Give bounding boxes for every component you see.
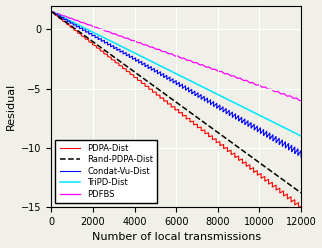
Line: Condat-Vu-Dist: Condat-Vu-Dist [51, 12, 301, 157]
PDFBS [299, 99, 303, 102]
Rand-PDPA-Dist [49, 10, 53, 13]
Condat-Vu-Dist [295, 148, 299, 151]
PDFBS [51, 10, 54, 13]
Rand-PDPA-Dist [281, 179, 285, 182]
Condat-Vu-Dist [49, 11, 53, 14]
Legend: PDPA-Dist, Rand-PDPA-Dist, Condat-Vu-Dist, TriPD-Dist, PDFBS: PDPA-Dist, Rand-PDPA-Dist, Condat-Vu-Dis… [55, 140, 157, 203]
PDPA-Dist [281, 190, 285, 193]
TriPD-Dist [299, 134, 303, 137]
Condat-Vu-Dist [51, 11, 54, 14]
PDFBS [54, 12, 58, 15]
PDPA-Dist [54, 14, 58, 17]
PDPA-Dist [295, 202, 299, 205]
PDPA-Dist [192, 120, 195, 123]
PDFBS [192, 61, 195, 64]
Condat-Vu-Dist [299, 156, 303, 159]
TriPD-Dist [54, 12, 58, 15]
TriPD-Dist [49, 10, 53, 13]
Condat-Vu-Dist [281, 143, 285, 146]
Rand-PDPA-Dist [295, 189, 299, 192]
PDPA-Dist [51, 11, 54, 14]
TriPD-Dist [51, 10, 54, 13]
Rand-PDPA-Dist [54, 13, 58, 16]
TriPD-Dist [281, 126, 285, 129]
PDFBS [295, 97, 299, 100]
TriPD-Dist [192, 81, 195, 84]
Condat-Vu-Dist [97, 38, 101, 41]
Y-axis label: Residual: Residual [5, 83, 15, 130]
Line: PDPA-Dist: PDPA-Dist [51, 12, 301, 208]
PDFBS [49, 10, 53, 13]
PDPA-Dist [97, 47, 101, 50]
PDFBS [281, 92, 285, 95]
Line: TriPD-Dist: TriPD-Dist [51, 11, 301, 136]
TriPD-Dist [97, 34, 101, 37]
PDPA-Dist [299, 205, 303, 208]
Condat-Vu-Dist [192, 91, 195, 94]
X-axis label: Number of local transmissions: Number of local transmissions [92, 232, 261, 243]
Rand-PDPA-Dist [51, 11, 54, 14]
PDFBS [298, 99, 302, 102]
Condat-Vu-Dist [54, 13, 58, 16]
PDPA-Dist [49, 11, 53, 14]
PDPA-Dist [297, 206, 300, 209]
PDFBS [97, 27, 101, 30]
Line: PDFBS: PDFBS [51, 11, 301, 101]
TriPD-Dist [295, 133, 299, 136]
Rand-PDPA-Dist [299, 191, 303, 194]
Rand-PDPA-Dist [192, 113, 195, 116]
Rand-PDPA-Dist [97, 45, 101, 48]
Line: Rand-PDPA-Dist: Rand-PDPA-Dist [51, 11, 301, 193]
